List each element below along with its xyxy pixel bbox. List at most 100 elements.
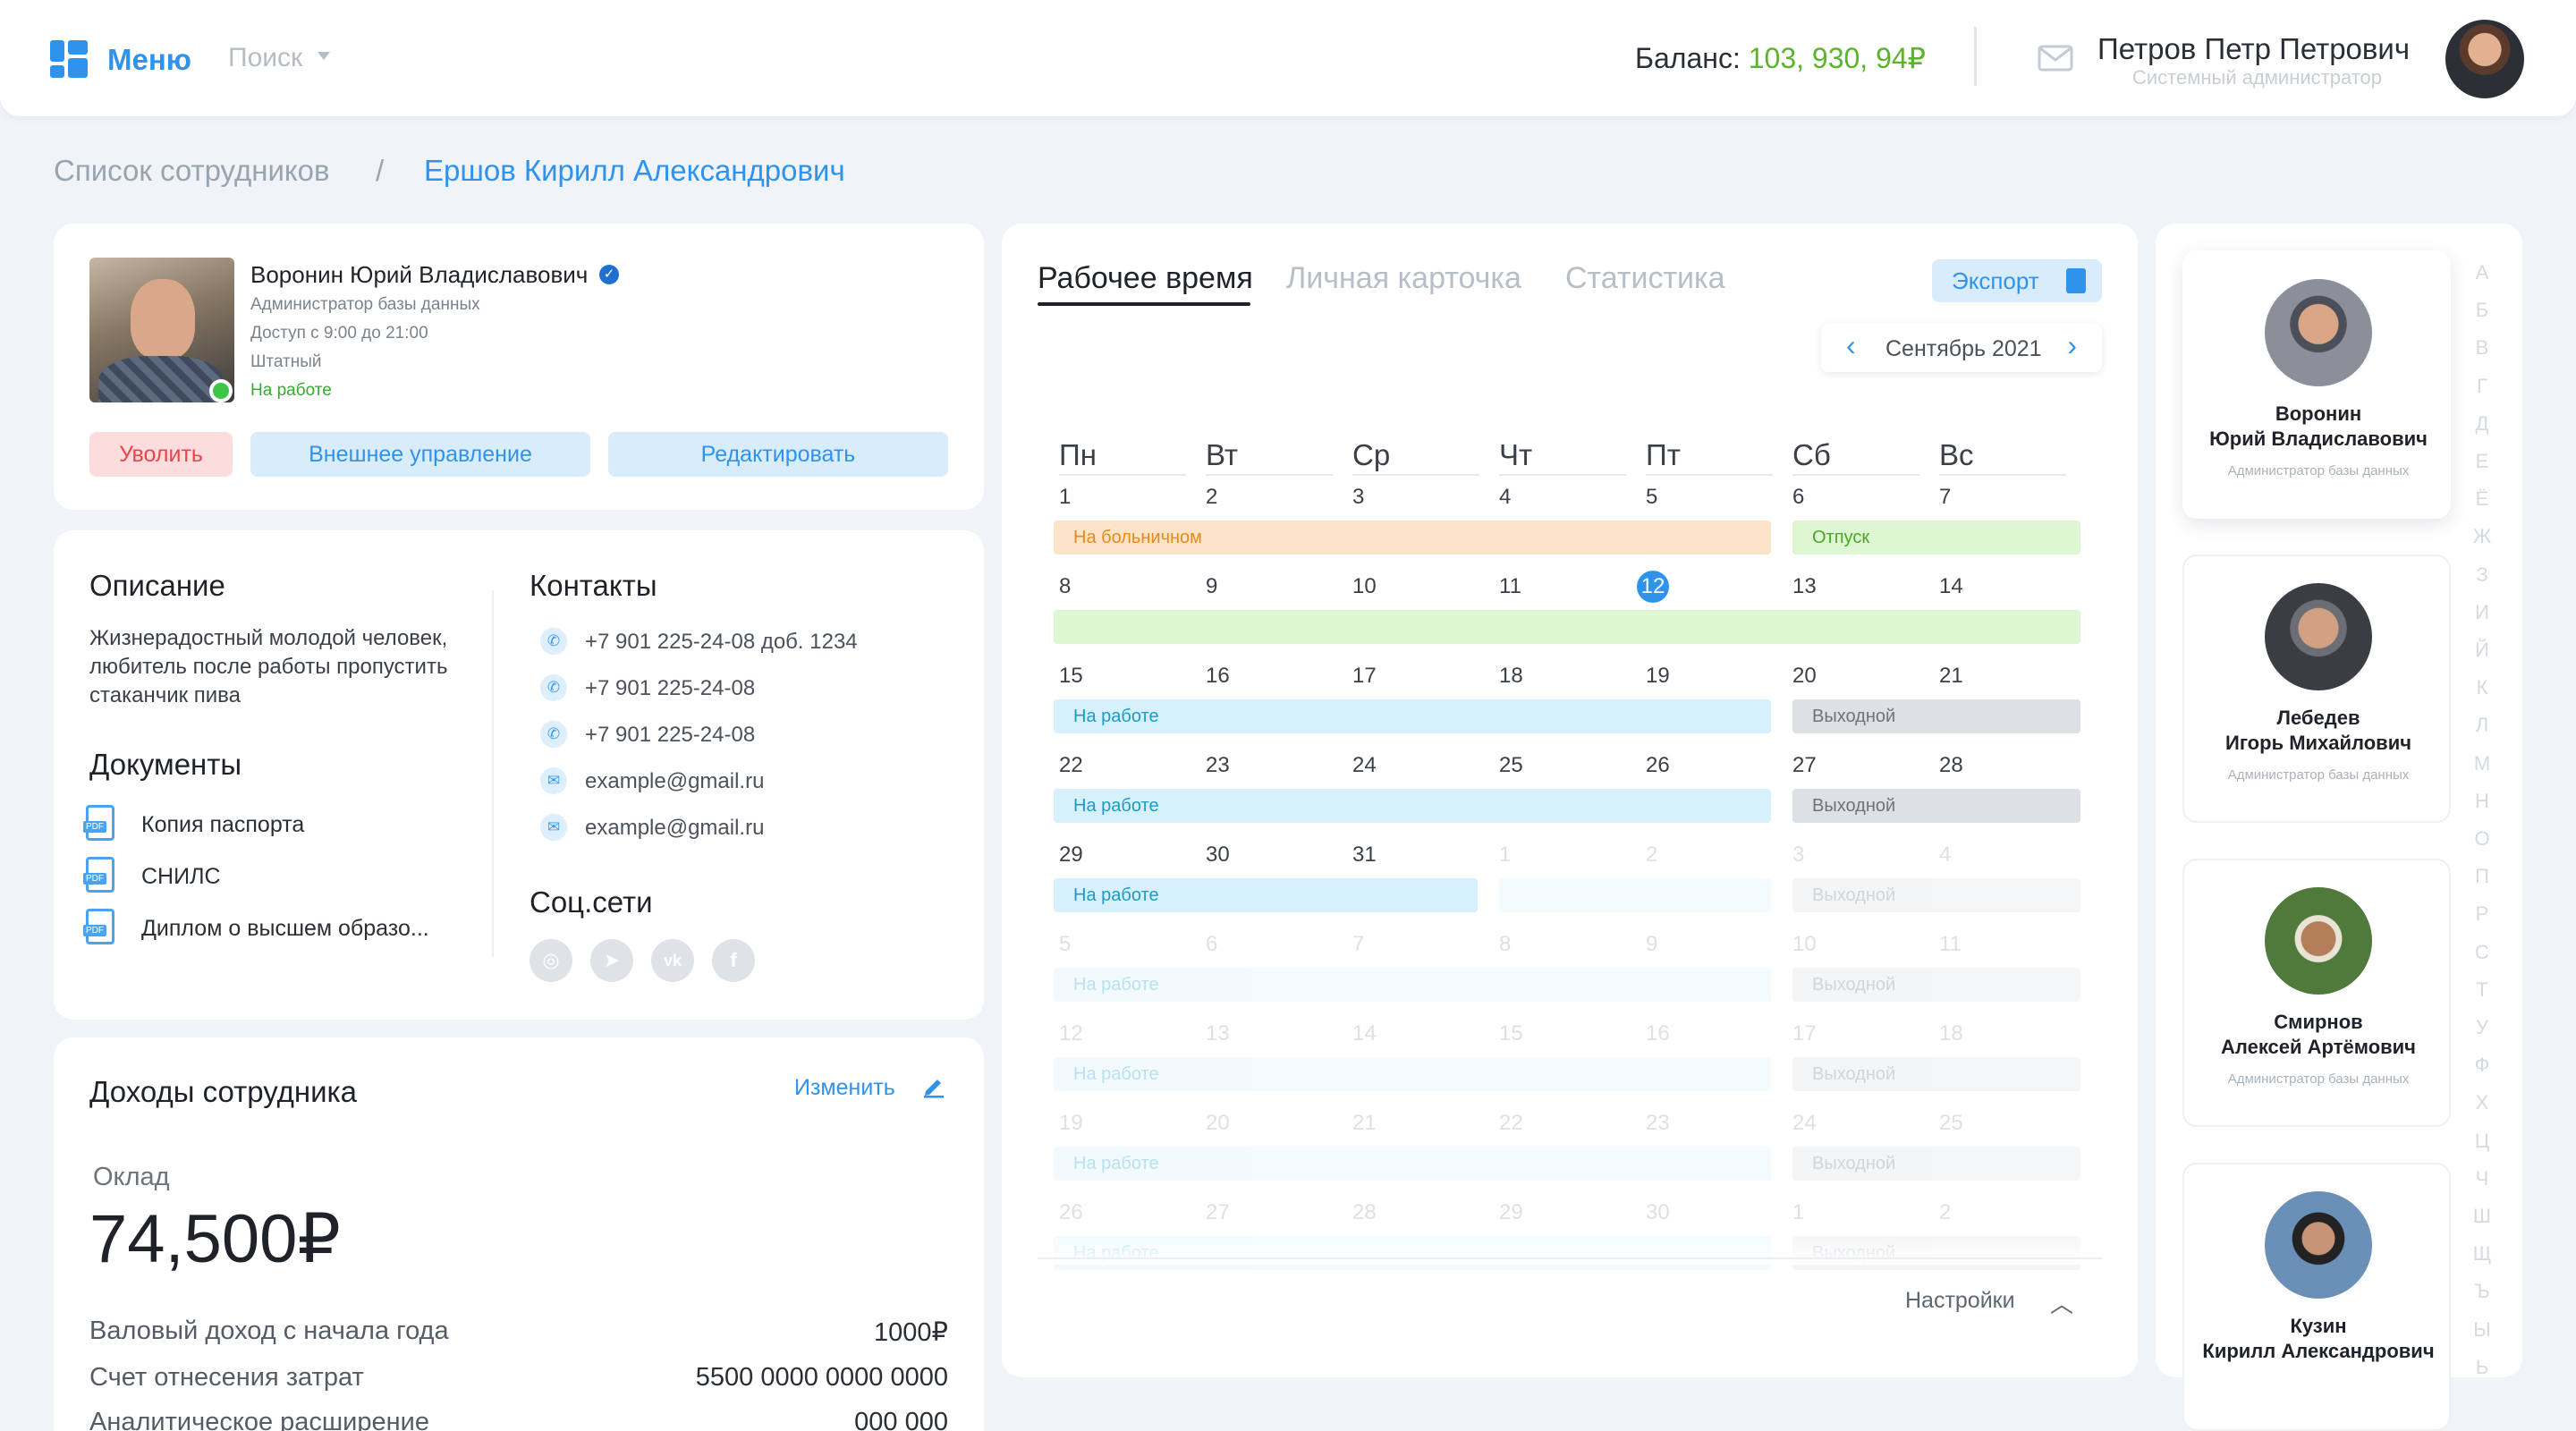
alphabet-letter[interactable]: Т xyxy=(2476,978,2488,1001)
alphabet-letter[interactable]: Ё xyxy=(2475,487,2489,511)
calendar-day[interactable]: 25 xyxy=(1499,753,1523,777)
menu-button[interactable]: Меню xyxy=(107,43,191,76)
calendar-day[interactable]: 30 xyxy=(1646,1200,1670,1224)
alphabet-letter[interactable]: Е xyxy=(2475,450,2489,472)
mail-icon[interactable] xyxy=(2038,45,2073,72)
external-management-button[interactable]: Внешнее управление xyxy=(250,432,590,477)
alphabet-letter[interactable]: Д xyxy=(2475,411,2489,435)
calendar-day[interactable]: 20 xyxy=(1792,664,1817,688)
calendar-day[interactable]: 9 xyxy=(1206,574,1218,598)
prev-month-icon[interactable]: ‹ xyxy=(1846,329,1856,361)
alphabet-letter[interactable]: Й xyxy=(2475,639,2489,661)
calendar-day[interactable]: 3 xyxy=(1352,485,1365,509)
pencil-icon[interactable] xyxy=(921,1073,946,1098)
employee-card[interactable]: Воронин Юрий Владиславович Администратор б… xyxy=(2182,250,2451,519)
calendar-day[interactable]: 25 xyxy=(1939,1111,1963,1135)
calendar-day[interactable]: 24 xyxy=(1792,1111,1817,1135)
calendar-day[interactable]: 29 xyxy=(1499,1200,1523,1224)
calendar-day[interactable]: 28 xyxy=(1939,753,1963,777)
calendar-status-bar[interactable]: На работе xyxy=(1054,789,1771,823)
vk-icon[interactable]: vk xyxy=(651,939,694,982)
calendar-status-bar[interactable]: На больничном xyxy=(1054,521,1771,555)
alphabet-letter[interactable]: У xyxy=(2476,1016,2488,1038)
calendar-status-bar[interactable]: На работе xyxy=(1054,1057,1771,1091)
calendar-day[interactable]: 23 xyxy=(1206,753,1230,777)
calendar-status-bar[interactable]: Выходной xyxy=(1792,1147,2080,1181)
calendar-day[interactable]: 24 xyxy=(1352,753,1377,777)
calendar-day[interactable]: 26 xyxy=(1646,753,1670,777)
calendar-day[interactable]: 12 xyxy=(1059,1021,1083,1046)
alphabet-letter[interactable]: Н xyxy=(2475,789,2489,812)
alphabet-letter[interactable]: Ц xyxy=(2474,1129,2490,1152)
settings-toggle[interactable]: Настройки xyxy=(1905,1288,2015,1313)
calendar-day[interactable]: 19 xyxy=(1059,1111,1083,1135)
alphabet-letter[interactable]: Ы xyxy=(2473,1317,2491,1341)
employee-card[interactable]: Кузин Кирилл Александрович xyxy=(2182,1163,2451,1431)
calendar-status-bar[interactable] xyxy=(1499,878,1771,912)
calendar-day[interactable]: 1 xyxy=(1499,843,1512,867)
calendar-day[interactable]: 2 xyxy=(1206,485,1218,509)
calendar-day[interactable]: 17 xyxy=(1792,1021,1817,1046)
calendar-day[interactable]: 6 xyxy=(1206,932,1218,956)
calendar-day[interactable]: 21 xyxy=(1352,1111,1377,1135)
alphabet-letter[interactable]: О xyxy=(2474,827,2490,850)
calendar-day[interactable]: 18 xyxy=(1499,664,1523,688)
calendar-day[interactable]: 26 xyxy=(1059,1200,1083,1224)
alphabet-letter[interactable]: Б xyxy=(2475,299,2489,322)
alphabet-letter[interactable]: Х xyxy=(2475,1091,2489,1114)
calendar-status-bar[interactable]: Выходной xyxy=(1792,878,2080,912)
alphabet-letter[interactable]: Ж xyxy=(2472,525,2492,548)
alphabet-letter[interactable]: З xyxy=(2476,563,2488,586)
alphabet-letter[interactable]: К xyxy=(2476,676,2488,699)
change-income-link[interactable]: Изменить xyxy=(794,1075,895,1100)
calendar-day[interactable]: 4 xyxy=(1939,843,1952,867)
alphabet-letter[interactable]: М xyxy=(2473,751,2491,775)
calendar-day[interactable]: 11 xyxy=(1499,574,1521,598)
calendar-day[interactable]: 15 xyxy=(1059,664,1083,688)
alphabet-letter[interactable]: Г xyxy=(2477,374,2487,397)
search-dropdown[interactable]: Поиск xyxy=(228,43,303,72)
tab-statistics[interactable]: Статистика xyxy=(1565,261,1725,295)
alphabet-letter[interactable]: Ь xyxy=(2475,1355,2489,1378)
export-button[interactable]: Экспорт xyxy=(1932,259,2102,302)
calendar-day[interactable]: 22 xyxy=(1059,753,1083,777)
alphabet-letter[interactable]: П xyxy=(2475,865,2489,888)
calendar-day[interactable]: 20 xyxy=(1206,1111,1230,1135)
calendar-day[interactable]: 18 xyxy=(1939,1021,1963,1046)
alphabet-letter[interactable]: Ч xyxy=(2475,1166,2489,1190)
alphabet-letter[interactable]: И xyxy=(2475,600,2489,623)
calendar-day[interactable]: 4 xyxy=(1499,485,1512,509)
calendar-day[interactable]: 7 xyxy=(1352,932,1365,956)
alphabet-letter[interactable]: А xyxy=(2475,261,2489,284)
instagram-icon[interactable]: ◎ xyxy=(530,939,572,982)
calendar-day[interactable]: 19 xyxy=(1646,664,1670,688)
calendar-day[interactable]: 2 xyxy=(1646,843,1658,867)
alphabet-letter[interactable]: Р xyxy=(2475,902,2489,926)
calendar-day[interactable]: 7 xyxy=(1939,485,1952,509)
calendar-status-bar[interactable] xyxy=(1054,610,2080,644)
telegram-icon[interactable]: ➤ xyxy=(590,939,633,982)
alphabet-letter[interactable]: Л xyxy=(2475,714,2489,737)
calendar-day[interactable]: 6 xyxy=(1792,485,1805,509)
calendar-day[interactable]: 28 xyxy=(1352,1200,1377,1224)
calendar-day[interactable]: 1 xyxy=(1059,485,1072,509)
calendar-day[interactable]: 3 xyxy=(1792,843,1805,867)
calendar-status-bar[interactable]: Выходной xyxy=(1792,968,2080,1002)
alphabet-letter[interactable]: Ф xyxy=(2474,1054,2490,1077)
calendar-status-bar[interactable]: Выходной xyxy=(1792,1057,2080,1091)
today-date[interactable]: 12 xyxy=(1637,571,1669,603)
calendar-status-bar[interactable]: На работе xyxy=(1054,1147,1771,1181)
alphabet-letter[interactable]: Ш xyxy=(2472,1205,2492,1227)
breadcrumb-parent[interactable]: Список сотрудников xyxy=(54,154,330,187)
calendar-day[interactable]: 16 xyxy=(1206,664,1230,688)
calendar-day[interactable]: 23 xyxy=(1646,1111,1670,1135)
next-month-icon[interactable]: › xyxy=(2067,329,2077,361)
calendar-day[interactable]: 13 xyxy=(1792,574,1817,598)
calendar-day[interactable]: 29 xyxy=(1059,843,1083,867)
calendar-day[interactable]: 5 xyxy=(1059,932,1072,956)
menu-grid-icon[interactable] xyxy=(50,40,88,78)
caret-down-icon[interactable] xyxy=(318,52,330,60)
calendar-day[interactable]: 2 xyxy=(1939,1200,1952,1224)
alphabet-letter[interactable]: С xyxy=(2475,940,2489,963)
calendar-day[interactable]: 30 xyxy=(1206,843,1230,867)
